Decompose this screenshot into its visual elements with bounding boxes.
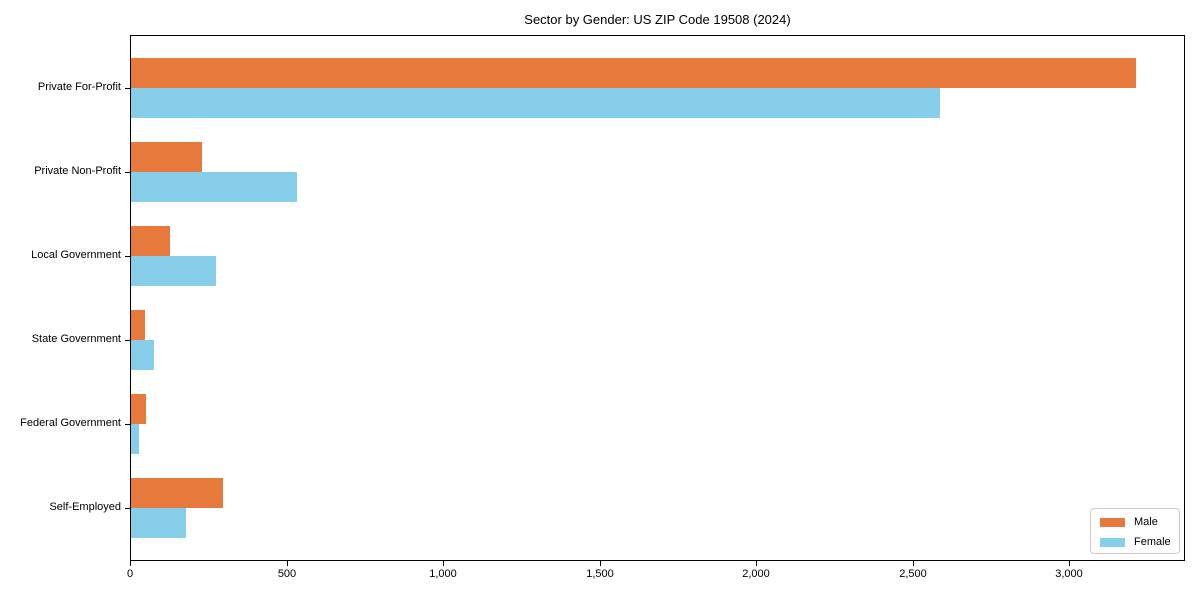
y-tick-mark	[125, 172, 130, 173]
y-axis-label: Self-Employed	[49, 501, 121, 513]
x-tick-mark	[443, 561, 444, 566]
x-tick-mark	[913, 561, 914, 566]
y-tick-mark	[125, 88, 130, 89]
x-axis-tick-label: 1,000	[429, 568, 457, 580]
x-tick-mark	[756, 561, 757, 566]
bar-female	[131, 424, 139, 454]
y-axis-label: Local Government	[31, 249, 121, 261]
legend: Male Female	[1090, 508, 1180, 554]
y-tick-mark	[125, 508, 130, 509]
x-axis-tick-label: 2,500	[899, 568, 927, 580]
chart-title: Sector by Gender: US ZIP Code 19508 (202…	[524, 12, 791, 27]
bar-male	[131, 310, 145, 340]
legend-item-female: Female	[1091, 532, 1179, 552]
legend-label: Male	[1134, 516, 1158, 528]
bar-male	[131, 478, 223, 508]
y-axis-label: Private For-Profit	[37, 81, 121, 93]
bar-female	[131, 508, 186, 538]
x-axis-tick-label: 2,000	[742, 568, 770, 580]
bar-female	[131, 340, 154, 370]
plot-area	[130, 35, 1185, 561]
bar-female	[131, 172, 297, 202]
x-tick-mark	[1069, 561, 1070, 566]
x-axis-tick-label: 500	[277, 568, 297, 580]
legend-swatch-female	[1100, 537, 1125, 547]
y-tick-mark	[125, 340, 130, 341]
x-tick-mark	[130, 561, 131, 566]
y-tick-mark	[125, 424, 130, 425]
y-axis-label: Federal Government	[20, 417, 121, 429]
legend-label: Female	[1134, 536, 1171, 548]
x-tick-mark	[287, 561, 288, 566]
bar-male	[131, 226, 170, 256]
x-axis-tick-label: 1,500	[586, 568, 614, 580]
bar-male	[131, 142, 202, 172]
bar-male	[131, 58, 1136, 88]
bar-male	[131, 394, 146, 424]
y-axis-label: Private Non-Profit	[34, 165, 121, 177]
legend-item-male: Male	[1091, 512, 1179, 532]
x-axis-tick-label: 0	[126, 568, 134, 580]
bar-female	[131, 256, 216, 286]
legend-swatch-male	[1100, 517, 1125, 527]
x-tick-mark	[600, 561, 601, 566]
y-axis-label: State Government	[31, 333, 121, 345]
bar-female	[131, 88, 940, 118]
x-axis-tick-label: 3,000	[1055, 568, 1083, 580]
y-tick-mark	[125, 256, 130, 257]
